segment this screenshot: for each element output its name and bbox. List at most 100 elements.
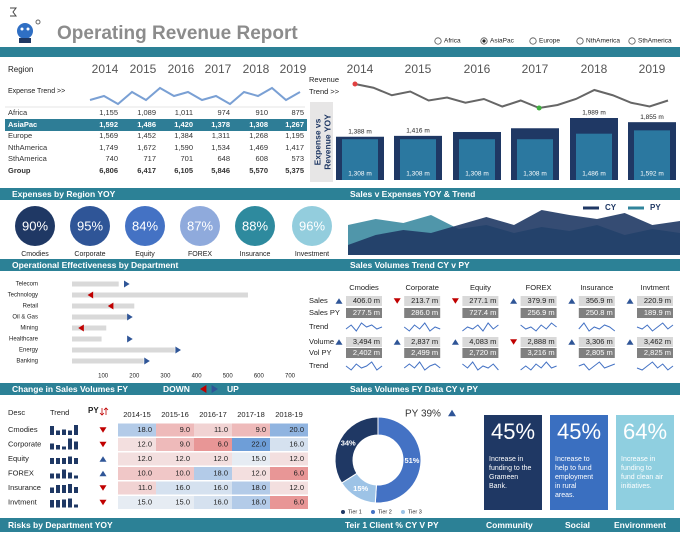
row-name: Equity: [8, 454, 29, 463]
actual-arrow: [124, 280, 130, 288]
py-cell: [637, 308, 673, 318]
radio-button[interactable]: [576, 37, 584, 45]
logo-symbol: [35, 19, 41, 25]
row-name: Cmodies: [8, 425, 38, 434]
radio-button[interactable]: [529, 37, 537, 45]
column-header: 2014-15: [123, 410, 151, 419]
kpi-name: Investment: [295, 251, 329, 258]
legend-swatch: [341, 510, 345, 514]
row-label: Trend: [309, 322, 328, 331]
cell-value: 1,592: [99, 120, 118, 129]
trend-sparkline: [345, 361, 383, 371]
column-header: Cmodies: [349, 283, 379, 292]
heat-cell: [270, 481, 308, 495]
mini-bar: [62, 429, 66, 435]
year-label: 2016: [464, 62, 491, 76]
kpi-circle: [292, 206, 332, 246]
py-arrow: [99, 470, 107, 477]
cell-value: 1,417: [285, 143, 304, 152]
row-name: Group: [8, 166, 31, 175]
section-band: [0, 383, 680, 395]
row-name: Corporate: [8, 439, 41, 448]
radio-button[interactable]: [628, 37, 636, 45]
donut-title: PY 39%: [405, 409, 441, 420]
cy-cell: [578, 337, 615, 347]
target-bar: [72, 347, 175, 353]
cy-value: 379.9 m: [527, 296, 554, 305]
section-title: Sales Volumes Trend CY v PY: [350, 260, 470, 270]
cell-value: 1,672: [137, 143, 156, 152]
cell-value: 6.0: [218, 439, 228, 448]
heat-cell: [194, 481, 232, 495]
cy-value: 213.7 m: [411, 296, 438, 305]
year-label: 2014: [92, 62, 119, 76]
revenue-trend-line: [354, 83, 669, 110]
trend-sparkline: [462, 322, 499, 332]
legend-swatch: [401, 510, 405, 514]
kpi-value: 95%: [77, 218, 103, 233]
heat-cell: [232, 423, 270, 437]
row-label: Sales PY: [309, 308, 340, 317]
cell-value: 648: [217, 154, 230, 163]
side-title: Revenue YOY: [322, 114, 332, 170]
x-tick-label: 500: [223, 374, 234, 380]
mini-bar: [62, 485, 66, 493]
row-name: Insurance: [8, 483, 41, 492]
logo-eye: [26, 27, 30, 31]
side-title-box: [310, 102, 333, 182]
card-text: funding to: [621, 465, 652, 472]
cell-value: 1,590: [174, 143, 193, 152]
py-cell: [346, 308, 382, 318]
high-marker: [352, 81, 358, 87]
py-cell: [404, 308, 441, 318]
py-value: 2,720 m: [469, 348, 496, 357]
py-cell: [462, 308, 499, 318]
row-label: Volume: [309, 337, 334, 346]
py-arrow: [99, 456, 107, 462]
py-value: 277.5 m: [353, 308, 380, 317]
row-name: AsiaPac: [8, 120, 37, 129]
heat-cell: [194, 452, 232, 466]
cell-value: 701: [180, 154, 193, 163]
expense-bar: [342, 139, 378, 180]
column-header: 2016-17: [199, 410, 227, 419]
kpi-name: FOREX: [188, 251, 212, 258]
cell-value: 1,569: [99, 131, 118, 140]
mini-bar: [50, 487, 54, 493]
mini-bar: [74, 441, 78, 450]
trend-sparkline: [462, 361, 499, 371]
radio-button[interactable]: [434, 37, 442, 45]
cell-value: 6.0: [294, 497, 304, 506]
heat-cell: [232, 481, 270, 495]
mini-bar: [68, 498, 72, 508]
cy-cell: [462, 337, 499, 347]
py-cell: [462, 348, 499, 358]
row-label: Vol PY: [309, 348, 332, 357]
heat-cell: [194, 467, 232, 480]
year-label: 2015: [405, 62, 432, 76]
cell-value: 5,570: [249, 166, 268, 175]
cell-value: 1,311: [212, 131, 230, 140]
cell-value: 12.0: [137, 454, 152, 463]
kpi-circle: [235, 206, 275, 246]
row-label: Trend: [309, 361, 328, 370]
sort-icon[interactable]: [99, 407, 109, 416]
cell-value: 16.0: [175, 483, 190, 492]
cy-cell: [520, 296, 557, 306]
bar-label: 1,308 m: [523, 171, 547, 178]
cell-value: 12.0: [137, 439, 152, 448]
row-name: FOREX: [8, 468, 34, 477]
expense-bar: [459, 139, 495, 180]
dept-name: Telecom: [16, 282, 38, 288]
mini-bar: [50, 426, 54, 435]
py-cell: [578, 348, 615, 358]
column-header: 2015-16: [161, 410, 189, 419]
heat-cell: [118, 496, 156, 509]
section-title: Change in Sales Volumes FY: [12, 384, 128, 394]
cell-value: 22.0: [251, 439, 266, 448]
py-value: 189.9 m: [644, 308, 671, 317]
trend-sparkline: [403, 322, 441, 332]
actual-arrow: [127, 313, 133, 321]
row-label: Expense Trend >>: [8, 88, 65, 95]
card-value: 45%: [557, 419, 601, 444]
